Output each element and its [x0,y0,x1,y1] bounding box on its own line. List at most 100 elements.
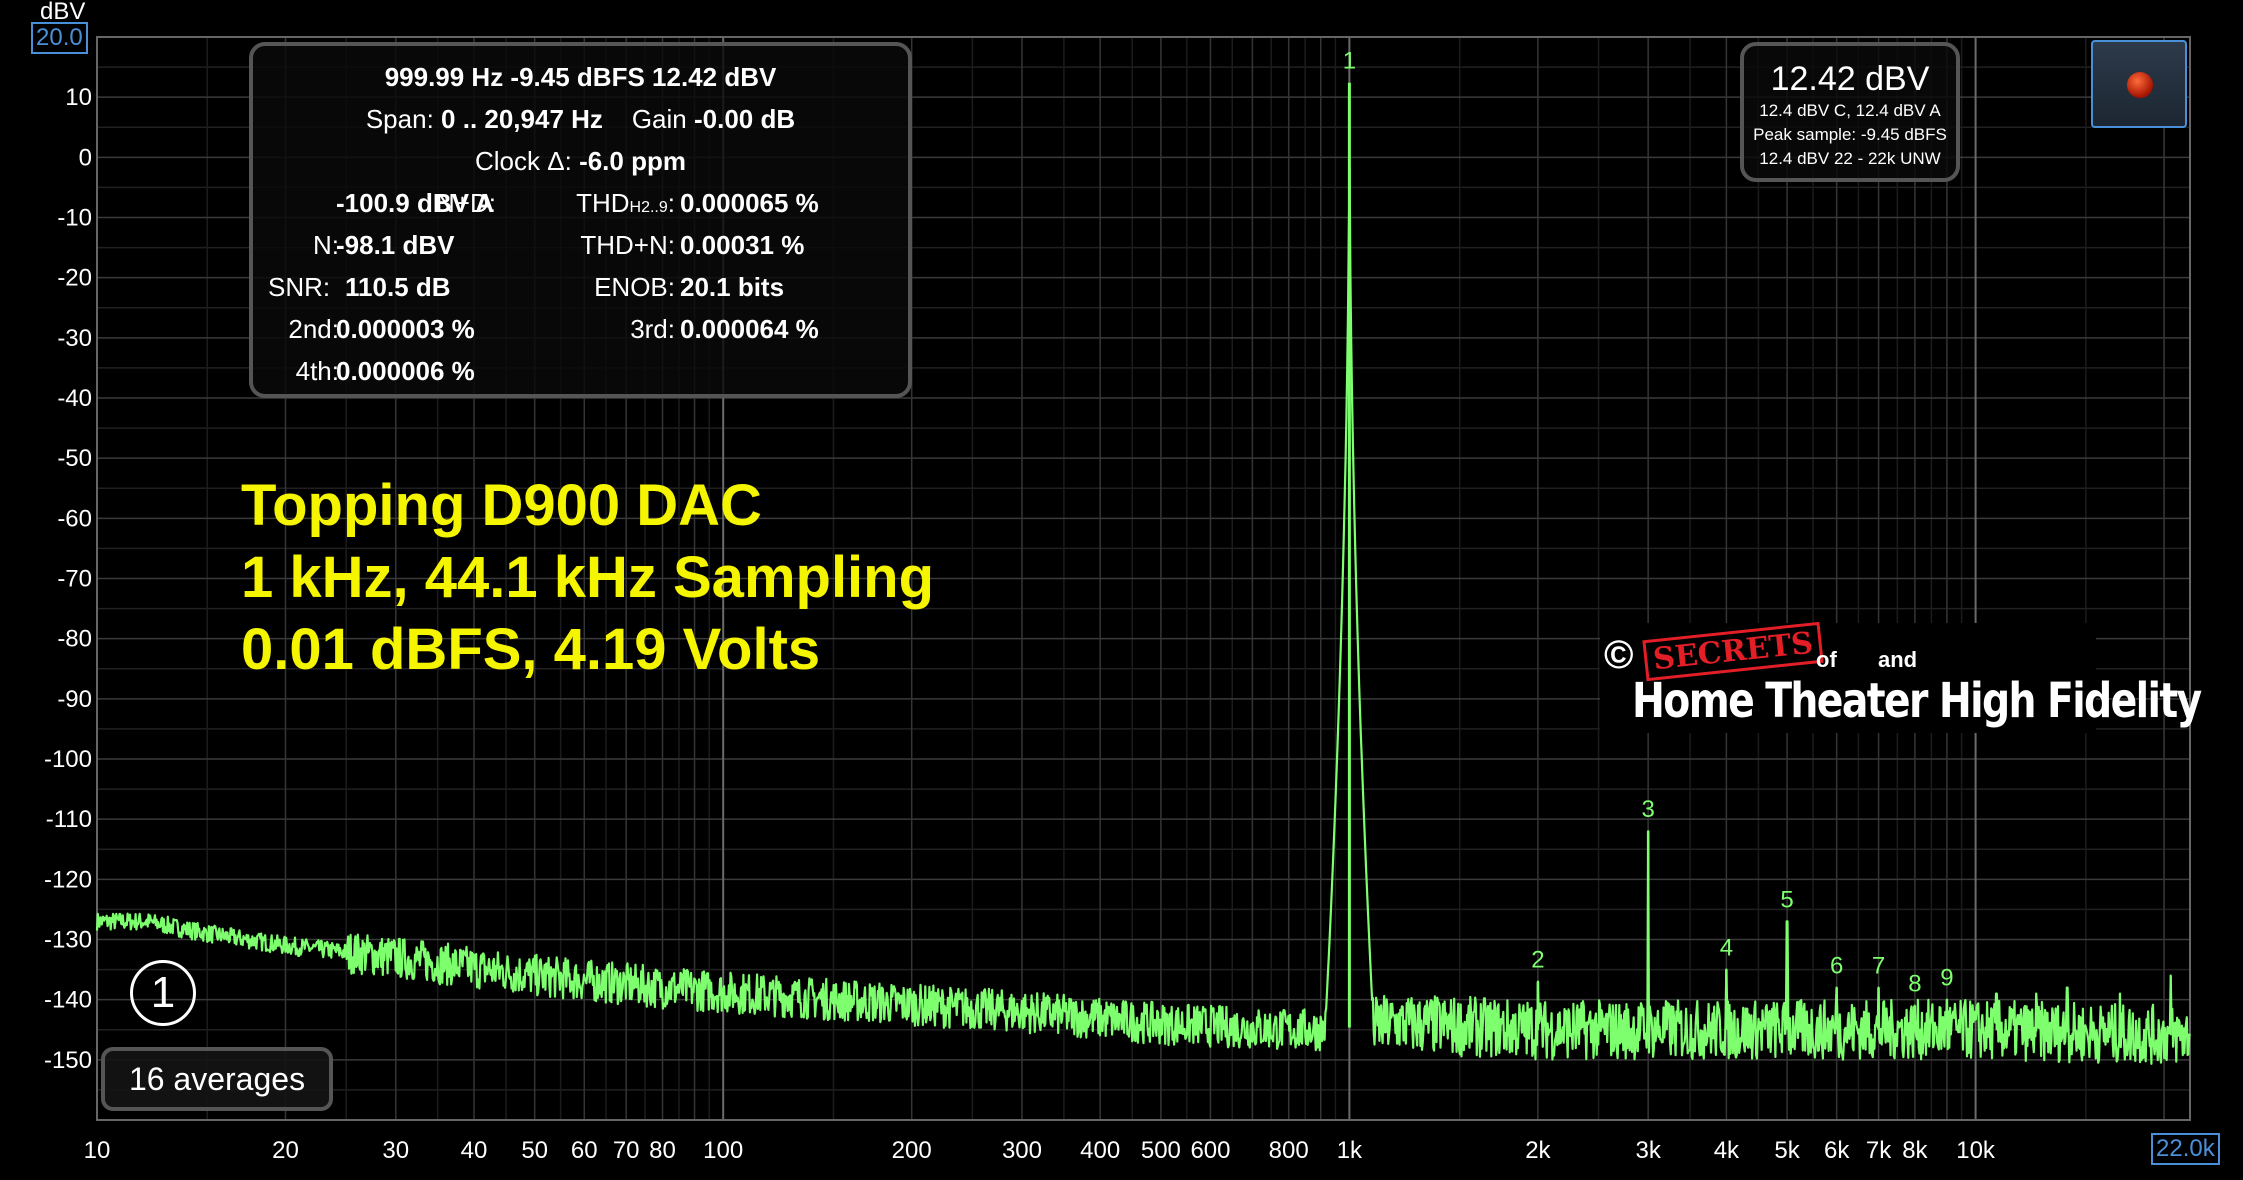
x-tick-label: 800 [1269,1137,1309,1164]
y-tick-label: -130 [44,927,92,954]
harmonic-label-7: 7 [1872,953,1885,980]
enob-value: 20.1 bits [680,272,785,302]
y-tick-label: -30 [57,325,92,352]
thdn-label: THD+N: [580,230,675,260]
x-tick-label: 7k [1866,1137,1892,1164]
clock-label: Clock Δ: [475,146,572,176]
x-tick-label: 4k [1714,1137,1740,1164]
x-tick-label: 60 [571,1137,598,1164]
span-gain-row: Span: 0 .. 20,947 Hz Gain -0.00 dB [253,104,908,135]
span-label: Span: [365,104,434,134]
level-line-2: Peak sample: -9.45 dBFS [1753,125,1947,144]
fundamental-readout: 999.99 Hz -9.45 dBFS 12.42 dBV [384,62,777,92]
y-tick-label: -20 [57,265,92,292]
x-tick-label: 10 [84,1137,111,1164]
annotation-line-3: 0.01 dBFS, 4.19 Volts [241,617,821,682]
x-tick-label: 10k [1956,1137,1996,1164]
spectrum-line [95,166,2191,1065]
h2-label: 2nd: [288,314,339,344]
clock-row: Clock Δ: -6.0 ppm [253,146,908,177]
y-tick-label: -90 [57,686,92,713]
thd-label-text: THD [576,188,630,218]
snr-label: SNR: [268,272,331,302]
x-tick-label: 600 [1190,1137,1230,1164]
harmonic-label-9: 9 [1940,965,1953,992]
nd-label: N+D: [436,188,496,218]
clock-value: -6.0 ppm [579,146,686,176]
x-tick-label: 80 [649,1137,676,1164]
copyright-symbol: © [1604,633,1634,677]
x-tick-label: 200 [892,1137,932,1164]
gain-label: Gain [631,104,687,134]
h3-value: 0.000064 % [680,314,819,344]
x-tick-label: 1k [1337,1137,1363,1164]
h4-label: 4th: [295,356,339,386]
h4-value: 0.000006 % [336,356,475,386]
y-tick-label: -150 [44,1047,92,1074]
record-icon [2127,72,2153,98]
channel-badge: 1 [130,960,196,1026]
thd-label-sub: H2..9 [629,199,668,216]
x-tick-label: 400 [1080,1137,1120,1164]
x-tick-label: 2k [1525,1137,1551,1164]
spectrum-trace [95,82,2191,1065]
annotation-line-1: Topping D900 DAC [241,473,762,538]
x-tick-label: 30 [382,1137,409,1164]
nd-value: -100.9 dBV A [336,188,494,218]
y-tick-label: -40 [57,385,92,412]
thdn-value: 0.00031 % [680,230,805,260]
y-tick-label: -110 [46,806,92,833]
x-tick-label: 8k [1902,1137,1928,1164]
y-tick-label: -50 [57,445,92,472]
snr-value: 110.5 dB [345,272,451,302]
thd-value: 0.000065 % [680,188,819,218]
y-tick-label: -60 [57,505,92,532]
x-tick-label: 6k [1824,1137,1850,1164]
harmonic-label-1: 1 [1343,48,1356,75]
h3-label: 3rd: [630,314,675,344]
x-tick-label: 20 [272,1137,299,1164]
harmonic-label-8: 8 [1908,971,1921,998]
y-tick-label: -80 [57,626,92,653]
harmonic-label-6: 6 [1830,953,1843,980]
level-line-1: 12.4 dBV C, 12.4 dBV A [1759,101,1941,120]
stats-panel: 999.99 Hz -9.45 dBFS 12.42 dBV Span: 0 .… [249,42,912,398]
annotation-line-2: 1 kHz, 44.1 kHz Sampling [241,545,935,610]
x-max-button[interactable]: 22.0k [2151,1133,2220,1165]
x-axis-ticks: 10 20 30 40 50 60 70 80 100 200 300 400 500 600 800 1k 2… [84,1137,1996,1164]
x-tick-label: 40 [461,1137,488,1164]
harmonic-labels: 1 2 3 4 5 6 78 9 [1343,48,1954,998]
enob-label: ENOB: [594,272,675,302]
harmonic-label-2: 2 [1531,947,1544,974]
gain-value: -0.00 dB [693,104,796,134]
harmonic-label-5: 5 [1780,886,1793,913]
y-tick-label: 0 [79,144,92,171]
y-tick-label: -100 [44,746,92,773]
x-tick-label: 500 [1141,1137,1181,1164]
annotation-text: Topping D900 DAC 1 kHz, 44.1 kHz Samplin… [241,470,934,686]
span-value: 0 .. 20,947 Hz [441,104,603,134]
logo-title: Home Theater High Fidelity [1632,673,2202,729]
secrets-logo: © SECRETS of and Home Theater High Fidel… [1600,621,2202,733]
level-line-3: 12.4 dBV 22 - 22k UNW [1759,149,1941,168]
y-axis-ticks: 10 0 -10 -20 -30 -40 -50 -60 -70 -80 -90 -100 -110 -1… [44,84,92,1074]
record-button[interactable] [2091,40,2187,128]
x-tick-label: 50 [521,1137,548,1164]
y-tick-label: 10 [65,84,92,111]
plot-frame [96,36,2191,1121]
level-panel: 12.42 dBV 12.4 dBV C, 12.4 dBV A Peak sa… [1740,42,1960,182]
x-tick-label: 300 [1002,1137,1042,1164]
y-tick-label: -140 [44,987,92,1014]
harmonic-label-4: 4 [1720,935,1733,962]
y-tick-label: -120 [44,866,92,893]
x-tick-label: 100 [703,1137,743,1164]
averages-button[interactable]: 16 averages [101,1047,333,1111]
y-max-button[interactable]: 20.0 [31,22,88,54]
thd-label: THDH2..9: [576,188,675,218]
logo-and: and [1878,647,1918,672]
y-tick-label: -10 [57,205,92,232]
n-value: -98.1 dBV [336,230,455,260]
x-tick-label: 5k [1774,1137,1800,1164]
harmonic-label-3: 3 [1641,796,1654,823]
